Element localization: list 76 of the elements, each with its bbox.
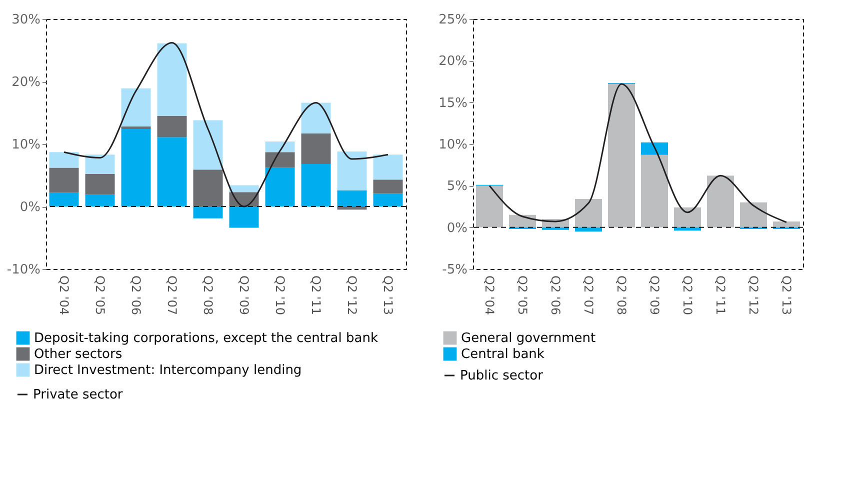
bar (301, 102, 331, 134)
bar (337, 190, 367, 206)
line-series (488, 83, 788, 224)
bar (476, 186, 504, 228)
bar (373, 180, 403, 194)
x-tick-label: Q2 '08 (614, 276, 628, 315)
bar (85, 174, 115, 195)
bar (193, 120, 223, 170)
y-tick-label: 0% (20, 200, 40, 215)
bar (193, 170, 223, 206)
bar (85, 154, 115, 174)
legend-label: Direct Investment: Intercompany lending (34, 363, 302, 378)
x-tick-label: Q2 '05 (93, 276, 107, 315)
legend-label: General government (461, 331, 596, 346)
x-tick-label: Q2 '04 (57, 276, 71, 315)
y-tick-label: 20% (438, 54, 468, 70)
x-tick-label: Q2 '09 (237, 276, 251, 315)
bar (193, 206, 223, 218)
x-tick-label: Q2 '11 (309, 276, 323, 315)
bar (740, 202, 768, 228)
bar (49, 152, 79, 168)
y-tick-label: 10% (438, 138, 468, 152)
y-tick-label: 10% (12, 138, 40, 152)
bar (301, 133, 331, 164)
bar (608, 84, 636, 228)
bar (49, 192, 79, 206)
y-tick-label: 20% (12, 75, 40, 90)
bar (706, 176, 734, 228)
y-tick-label: 0% (446, 220, 468, 236)
y-tick-label: 25% (438, 12, 468, 28)
y-tick-label: 5% (446, 179, 468, 194)
bar (265, 142, 295, 152)
x-tick-label: Q2 '06 (129, 276, 143, 315)
x-tick-label: Q2 '04 (482, 276, 496, 315)
bar (574, 199, 602, 228)
x-tick-label: Q2 '09 (648, 276, 662, 315)
y-tick-label: 15% (438, 96, 468, 111)
x-tick-label: Q2 '07 (582, 276, 596, 315)
y-tick-label: -10% (6, 262, 40, 278)
bar (229, 185, 259, 192)
x-tick-label: Q2 '08 (201, 276, 215, 315)
y-tick-label: -5% (442, 262, 468, 278)
bar (640, 142, 668, 155)
x-tick-label: Q2 '13 (381, 276, 395, 315)
x-tick-label: Q2 '11 (714, 276, 728, 315)
legend-label: Private sector (33, 388, 124, 402)
x-tick-label: Q2 '13 (780, 276, 794, 315)
legend-label: Public sector (460, 368, 544, 384)
bar (265, 168, 295, 206)
x-tick-label: Q2 '05 (516, 276, 530, 315)
y-tick-label: 30% (12, 12, 40, 28)
bar (157, 137, 187, 206)
legend-label: Central bank (461, 347, 545, 362)
bar (157, 116, 187, 138)
x-tick-label: Q2 '06 (548, 276, 562, 315)
bar (373, 193, 403, 206)
bar (157, 43, 187, 116)
bar (772, 222, 800, 228)
bar (49, 168, 79, 193)
legend-label: Deposit-taking corporations, except the central bank (34, 331, 378, 346)
legend-label: Other sectors (34, 347, 122, 362)
bar (373, 154, 403, 180)
bar (229, 206, 259, 228)
bar (337, 152, 367, 190)
bar (85, 194, 115, 206)
bar (674, 207, 702, 228)
bar (121, 88, 151, 126)
x-tick-label: Q2 '10 (273, 276, 287, 315)
x-tick-label: Q2 '12 (746, 276, 760, 315)
x-tick-label: Q2 '07 (165, 276, 179, 315)
bar (640, 154, 668, 228)
x-tick-label: Q2 '12 (345, 276, 359, 315)
x-tick-label: Q2 '10 (680, 276, 694, 315)
bar (301, 164, 331, 206)
bar (265, 152, 295, 168)
bar (121, 129, 151, 206)
